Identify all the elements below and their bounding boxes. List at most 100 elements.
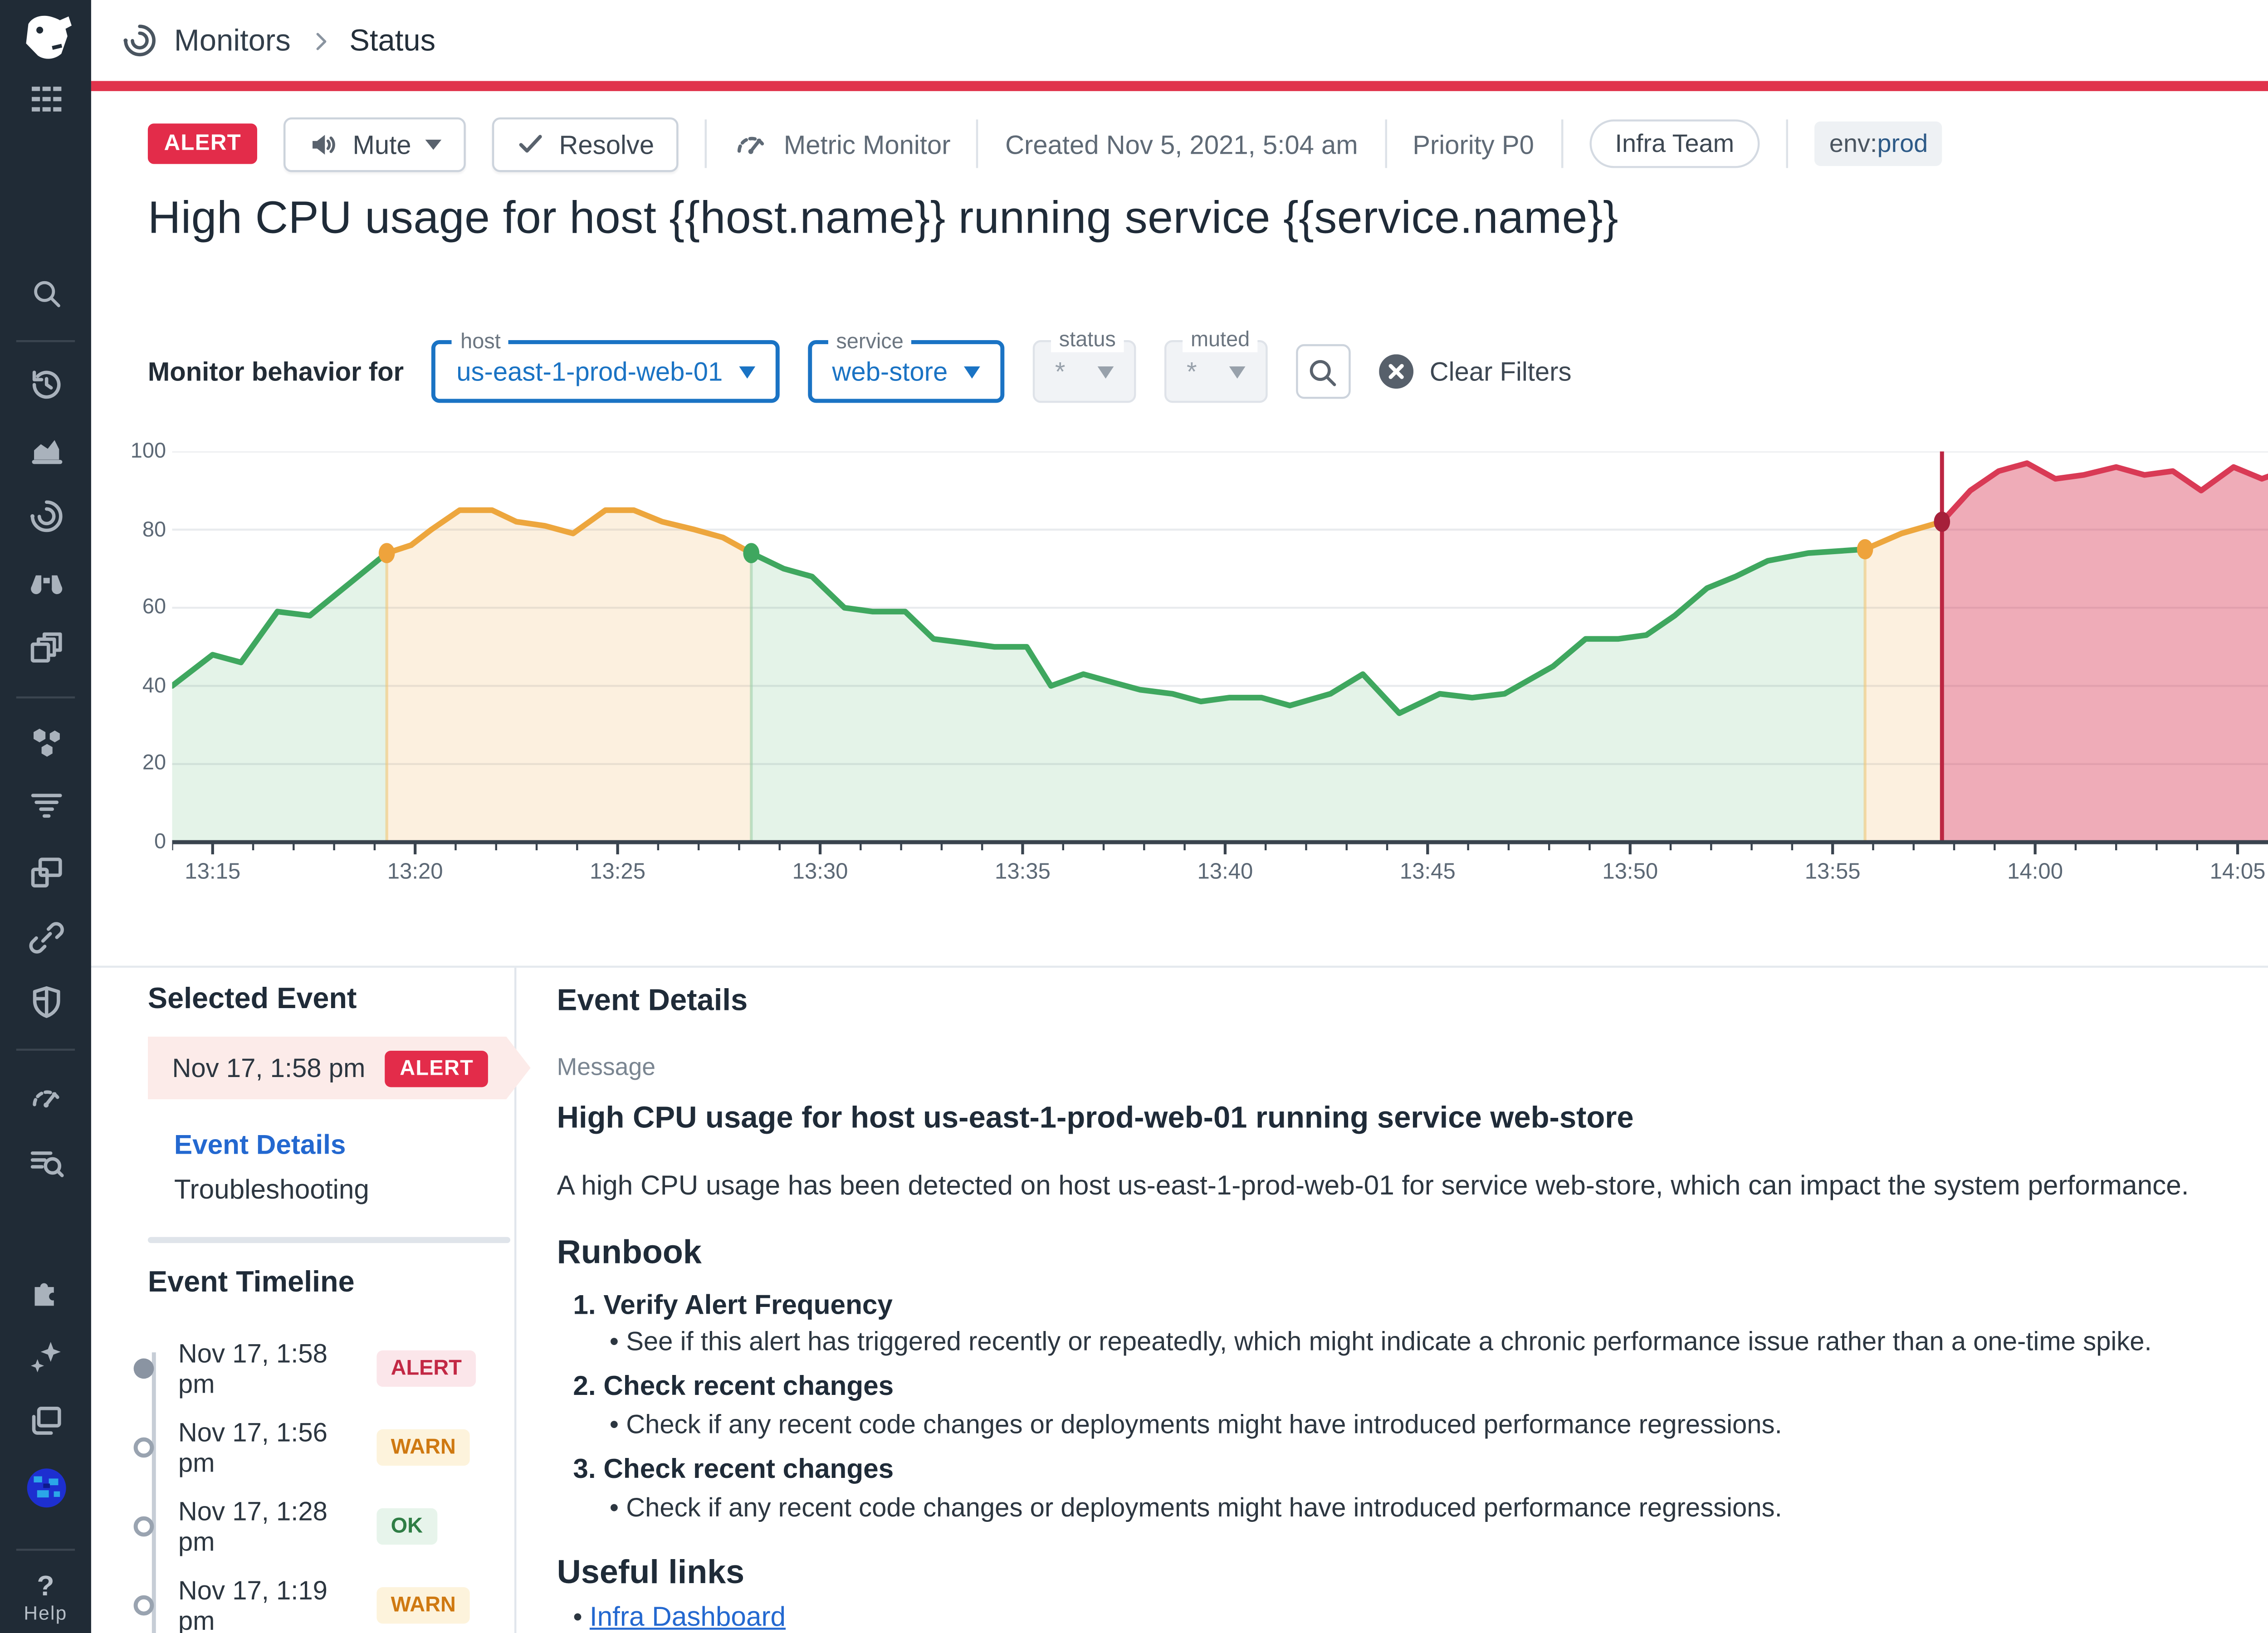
status-filter-select[interactable]: status * — [1033, 340, 1136, 403]
runbook-step-detail: • See if this alert has triggered recent… — [610, 1326, 2268, 1356]
divider — [977, 119, 979, 168]
y-tick-label: 100 — [93, 439, 166, 464]
timeline-dot — [134, 1438, 154, 1458]
y-tick-label: 0 — [93, 830, 166, 854]
svg-text:13:25: 13:25 — [590, 859, 645, 884]
rail-divider — [16, 1549, 75, 1550]
timeline-dot — [134, 1359, 154, 1379]
filter-search-button[interactable] — [1296, 344, 1351, 399]
y-tick-label: 20 — [93, 752, 166, 776]
alert-meta-bar: ALERT Mute Resolve Metric Monitor Create… — [148, 115, 1942, 172]
selected-event-badge: ALERT — [386, 1050, 488, 1086]
monitors-icon — [122, 22, 158, 58]
caret-down-icon — [1229, 366, 1246, 378]
windows-icon[interactable] — [27, 854, 64, 891]
speaker-icon — [308, 128, 338, 159]
host-filter-select[interactable]: host us-east-1-prod-web-01 — [432, 340, 780, 403]
message-label: Message — [557, 1053, 655, 1081]
page-title: High CPU usage for host {{host.name}} ru… — [148, 192, 1618, 245]
divider — [148, 1237, 510, 1242]
status-filter-label: status — [1051, 328, 1124, 352]
muted-filter-select[interactable]: muted * — [1164, 340, 1268, 403]
frames-icon[interactable] — [27, 1403, 64, 1439]
timeline-item[interactable]: Nov 17, 1:58 pm ALERT — [134, 1338, 476, 1399]
clear-filters-button[interactable]: Clear Filters — [1379, 354, 1571, 389]
breadcrumb-monitors[interactable]: Monitors — [174, 23, 291, 58]
filter-bar: Monitor behavior for host us-east-1-prod… — [148, 338, 1572, 405]
event-details-heading: Event Details — [557, 984, 748, 1019]
rail-divider — [16, 697, 75, 698]
divider — [1384, 119, 1386, 168]
svg-text:14:00: 14:00 — [2007, 859, 2063, 884]
x-circle-icon — [1379, 354, 1413, 389]
monitors-icon[interactable] — [27, 498, 64, 534]
runbook-step-title: 3. Check recent changes — [573, 1453, 894, 1484]
divider — [705, 119, 707, 168]
timeline-status-badge: OK — [376, 1508, 437, 1545]
env-tag[interactable]: env:prod — [1815, 122, 1942, 166]
timeline-dot — [134, 1516, 154, 1537]
search-icon[interactable] — [29, 278, 62, 310]
timeline-item[interactable]: Nov 17, 1:19 pmWARN — [134, 1575, 470, 1633]
rail-divider — [16, 340, 75, 342]
monitor-evaluation-chart[interactable]: 13:1513:2013:2513:3013:3513:4013:4513:50… — [172, 452, 2268, 887]
globe-avatar-icon[interactable] — [23, 1466, 68, 1510]
svg-text:14:05: 14:05 — [2210, 859, 2266, 884]
help-label: Help — [0, 1604, 91, 1626]
status-badge: ALERT — [148, 123, 258, 164]
monitor-status-page: ?Help Monitors Status EditCloneExportMor… — [0, 0, 2268, 1633]
message-body: A high CPU usage has been detected on ho… — [557, 1170, 2268, 1200]
runbook-step-detail: • Check if any recent code changes or de… — [610, 1492, 2268, 1522]
tab-troubleshooting[interactable]: Troubleshooting — [174, 1174, 369, 1204]
link-icon[interactable] — [27, 919, 64, 955]
service-filter-label: service — [828, 330, 911, 355]
timeline-status-badge: ALERT — [376, 1350, 476, 1387]
caret-down-icon — [964, 366, 980, 378]
filter-bar-label: Monitor behavior for — [148, 356, 404, 387]
svg-text:13:40: 13:40 — [1197, 859, 1253, 884]
selected-event-time: Nov 17, 1:58 pm — [172, 1053, 365, 1083]
timeline-item[interactable]: Nov 17, 1:28 pm OK — [134, 1496, 437, 1557]
dog-logo-icon[interactable] — [15, 8, 76, 69]
filter-rows-icon[interactable] — [27, 788, 64, 824]
tab-event-details[interactable]: Event Details — [174, 1130, 346, 1160]
bullet: • — [573, 1601, 589, 1632]
search-icon — [1307, 355, 1339, 387]
rail-divider — [16, 1049, 75, 1051]
useful-link[interactable]: Infra Dashboard — [590, 1601, 786, 1632]
log-search-icon[interactable] — [27, 1146, 64, 1182]
timeline-item[interactable]: Nov 17, 1:56 pmWARN — [134, 1417, 470, 1478]
monitor-type: Metric Monitor — [733, 126, 950, 162]
resolve-button[interactable]: Resolve — [492, 117, 679, 171]
svg-text:13:50: 13:50 — [1602, 859, 1658, 884]
watchdog-icon[interactable] — [27, 563, 64, 599]
shield-icon[interactable] — [27, 984, 64, 1020]
svg-text:13:45: 13:45 — [1400, 859, 1456, 884]
svg-text:13:35: 13:35 — [995, 859, 1051, 884]
host-filter-label: host — [452, 330, 508, 355]
gauge-icon[interactable] — [27, 1079, 64, 1115]
timeline-time: Nov 17, 1:28 pm — [178, 1496, 352, 1557]
layers-icon[interactable] — [27, 629, 64, 666]
hexagons-icon[interactable] — [27, 723, 64, 759]
caret-down-icon — [425, 139, 442, 149]
metrics-icon[interactable] — [27, 431, 64, 468]
muted-filter-label: muted — [1183, 328, 1258, 352]
alert-status-band — [91, 81, 2268, 91]
team-tag[interactable]: Infra Team — [1589, 119, 1760, 168]
apps-grid-icon[interactable] — [27, 81, 64, 117]
selected-event-item[interactable]: Nov 17, 1:58 pm ALERT — [148, 1037, 531, 1099]
section-divider — [91, 965, 2268, 967]
caret-down-icon — [1098, 366, 1114, 378]
help-button[interactable]: ?Help — [0, 1569, 91, 1626]
priority-label: Priority P0 — [1413, 128, 1534, 159]
top-header: Monitors Status EditCloneExportMore — [91, 0, 2268, 81]
puzzle-icon[interactable] — [27, 1273, 64, 1310]
created-date: Created Nov 5, 2021, 5:04 am — [1005, 128, 1358, 159]
timeline-time: Nov 17, 1:58 pm — [178, 1338, 352, 1399]
mute-button[interactable]: Mute — [284, 117, 466, 171]
history-icon[interactable] — [27, 366, 64, 403]
timeline-status-badge: WARN — [376, 1587, 470, 1623]
service-filter-select[interactable]: service web-store — [808, 340, 1004, 403]
sparkles-icon[interactable] — [27, 1338, 64, 1375]
